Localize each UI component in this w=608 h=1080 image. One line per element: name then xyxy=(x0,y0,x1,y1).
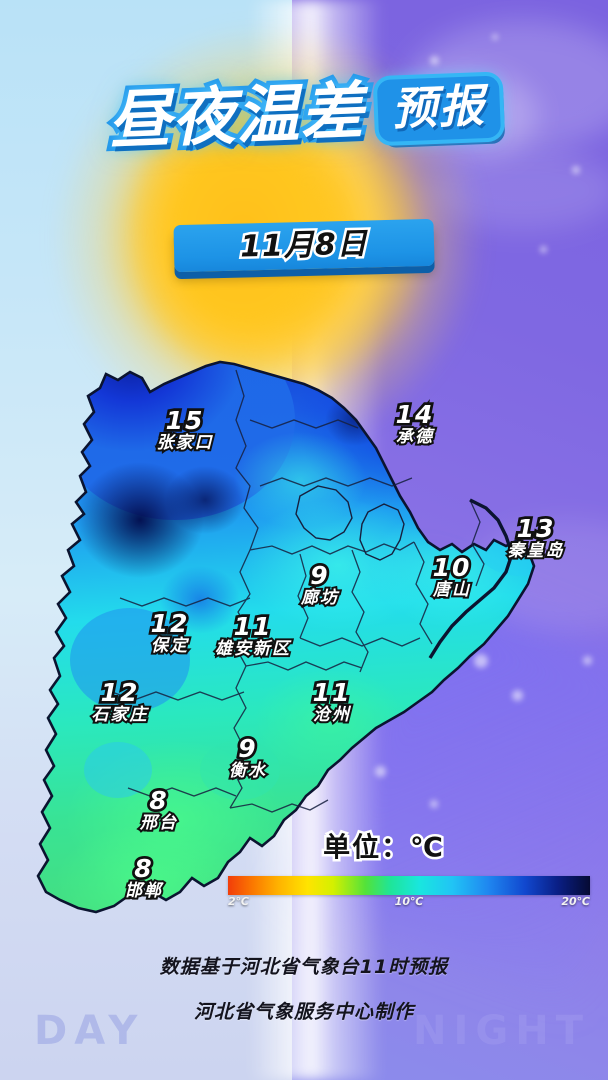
star-icon xyxy=(512,690,523,701)
star-icon xyxy=(492,34,498,40)
date-banner-text: 11月8日 xyxy=(237,223,370,266)
star-icon xyxy=(540,246,547,253)
title-badge-text: 预报 xyxy=(376,74,502,142)
watermark-day: DAY xyxy=(34,1008,145,1054)
legend-tick-min: 2℃ xyxy=(228,895,249,908)
star-icon xyxy=(474,654,488,668)
watermark-night: NIGHT xyxy=(413,1008,590,1054)
legend-colorbar xyxy=(228,876,590,895)
star-icon xyxy=(572,166,580,174)
star-icon xyxy=(583,656,592,665)
legend-tick-mid: 10℃ xyxy=(394,895,424,908)
enclave-boundaries xyxy=(295,485,405,561)
footer-line-2: 河北省气象服务中心制作 xyxy=(193,1001,414,1023)
legend-ticks: 2℃ 10℃ 20℃ xyxy=(228,895,590,913)
footer-credits: 数据基于河北省气象台11时预报 河北省气象服务中心制作 xyxy=(0,952,608,1042)
star-icon xyxy=(430,800,438,808)
hebei-temperature-map: 15 张家口 14 承德 13 秦皇岛 10 唐山 9 廊坊 11 雄安新区 1… xyxy=(0,300,608,920)
legend-unit-label: 单位：℃ xyxy=(321,830,446,866)
footer-line-1: 数据基于河北省气象台11时预报 xyxy=(159,956,449,978)
coastline xyxy=(428,498,514,659)
prefecture-boundaries xyxy=(111,369,485,813)
map-svg xyxy=(36,360,536,914)
legend-tick-max: 20℃ xyxy=(561,895,590,908)
title-main-text: 昼夜温差 xyxy=(102,70,370,162)
date-banner: 11月8日 xyxy=(173,218,435,273)
province-outline xyxy=(36,360,536,914)
